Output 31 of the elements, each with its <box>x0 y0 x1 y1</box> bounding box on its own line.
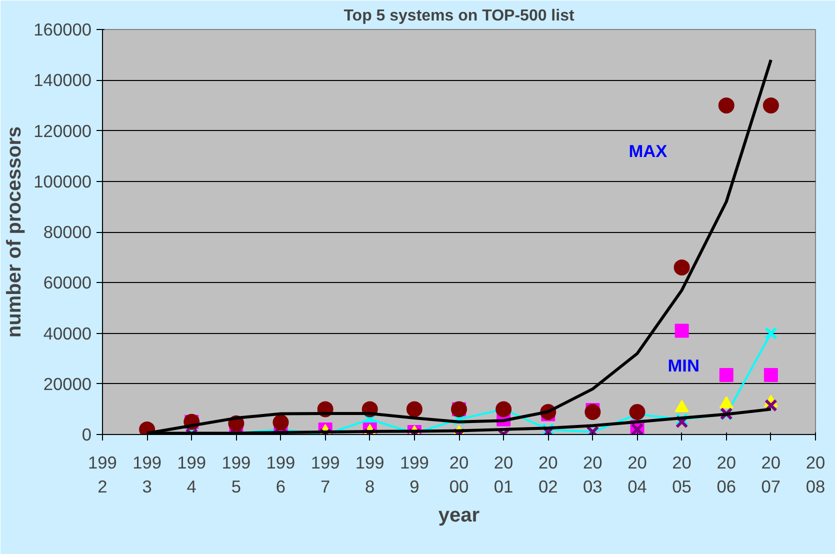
x-axis-title: year <box>438 504 480 526</box>
annotation: MAX <box>628 141 668 161</box>
y-tick-label: 120000 <box>34 120 92 141</box>
x-tick-label: 20 05 <box>672 452 692 496</box>
y-tick-label: 0 <box>82 424 92 444</box>
x-tick-label: 20 01 <box>494 452 514 496</box>
annotation: MIN <box>668 356 700 376</box>
y-tick-label: 40000 <box>43 323 92 344</box>
y-tick-label: 140000 <box>34 70 92 90</box>
x-tick-label: 199 9 <box>400 452 429 496</box>
y-tick-label: 20000 <box>43 374 92 394</box>
x-tick-label: 199 8 <box>355 452 384 496</box>
y-tick-label: 60000 <box>43 272 92 293</box>
x-tick-label: 20 07 <box>761 452 781 496</box>
y-tick-label: 80000 <box>43 222 92 242</box>
x-tick-label: 20 00 <box>449 452 469 496</box>
x-tick-label: 199 4 <box>177 452 206 496</box>
x-tick-label: 20 02 <box>538 452 558 496</box>
chart-title: Top 5 systems on TOP-500 list <box>344 8 575 24</box>
x-tick-label: 199 2 <box>88 452 117 496</box>
x-tick-label: 20 06 <box>716 452 736 496</box>
y-tick-label: 100000 <box>34 171 92 192</box>
x-tick-label: 199 7 <box>310 452 340 496</box>
x-tick-label: 20 04 <box>628 452 648 496</box>
x-tick-label: 199 3 <box>132 452 162 496</box>
y-tick-label: 160000 <box>34 20 92 40</box>
y-axis-title: number of processors <box>4 126 26 338</box>
x-tick-label: 20 08 <box>806 452 826 496</box>
x-tick-label: 20 03 <box>583 452 602 496</box>
x-tick-label: 199 6 <box>266 452 296 496</box>
x-tick-label: 199 5 <box>222 452 251 496</box>
